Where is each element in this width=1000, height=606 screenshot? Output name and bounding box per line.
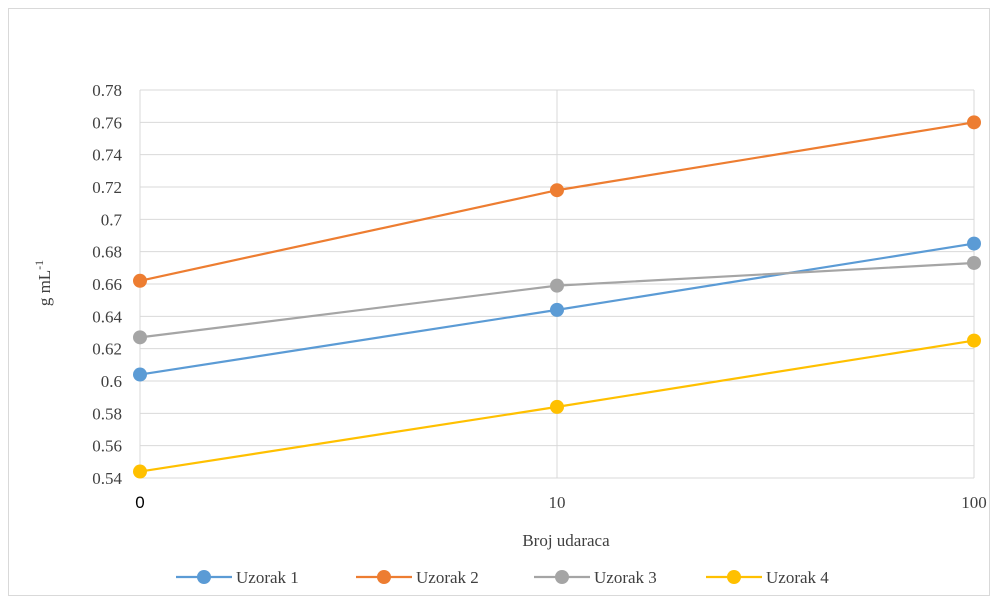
y-tick-label: 0.62 bbox=[92, 340, 122, 359]
legend-label: Uzorak 1 bbox=[236, 568, 299, 587]
data-point bbox=[550, 302, 564, 317]
legend: Uzorak 1 Uzorak 2 Uzorak 3 Uzorak 4 bbox=[176, 568, 829, 587]
data-point bbox=[967, 236, 981, 251]
legend-marker bbox=[555, 570, 569, 584]
legend-label: Uzorak 4 bbox=[766, 568, 829, 587]
series-4 bbox=[133, 333, 981, 479]
chart-frame bbox=[8, 8, 990, 596]
x-tick-label: 10 bbox=[549, 493, 566, 512]
series-1 bbox=[133, 236, 981, 382]
series-layer bbox=[133, 115, 981, 479]
legend-marker bbox=[197, 570, 211, 584]
y-tick-label: 0.64 bbox=[92, 307, 122, 326]
data-point bbox=[550, 399, 564, 414]
data-point bbox=[967, 255, 981, 270]
legend-item: Uzorak 4 bbox=[706, 568, 829, 587]
x-tick-label: 100 bbox=[961, 493, 987, 512]
data-point bbox=[133, 273, 147, 288]
data-point bbox=[133, 367, 147, 382]
y-tick-label: 0.78 bbox=[92, 81, 122, 100]
legend-label: Uzorak 2 bbox=[416, 568, 479, 587]
y-tick-label: 0.68 bbox=[92, 243, 122, 262]
legend-marker bbox=[727, 570, 741, 584]
y-tick-label: 0.7 bbox=[101, 210, 123, 229]
legend-item: Uzorak 3 bbox=[534, 568, 657, 587]
x-axis-ticks: 0 10 100 bbox=[135, 493, 986, 512]
legend-label: Uzorak 3 bbox=[594, 568, 657, 587]
y-tick-label: 0.54 bbox=[92, 469, 122, 488]
legend-item: Uzorak 2 bbox=[356, 568, 479, 587]
x-tick-label: 0 bbox=[135, 493, 144, 512]
y-tick-label: 0.66 bbox=[92, 275, 122, 294]
y-tick-label: 0.6 bbox=[101, 372, 122, 391]
x-axis-title: Broj udaraca bbox=[522, 531, 610, 550]
data-point bbox=[550, 278, 564, 293]
data-point bbox=[133, 330, 147, 345]
y-axis-title-text: g mL bbox=[35, 270, 54, 306]
y-axis-title: g mL-1 bbox=[32, 260, 54, 306]
data-point bbox=[967, 333, 981, 348]
y-tick-label: 0.76 bbox=[92, 113, 122, 132]
data-point bbox=[133, 464, 147, 479]
y-axis-ticks: 0.54 0.56 0.58 0.6 0.62 0.64 0.66 0.68 0.7 0.72 0.… bbox=[92, 81, 122, 488]
y-axis-title-superscript: -1 bbox=[32, 260, 46, 270]
y-tick-label: 0.58 bbox=[92, 404, 122, 423]
legend-item: Uzorak 1 bbox=[176, 568, 299, 587]
y-tick-label: 0.72 bbox=[92, 178, 122, 197]
legend-marker bbox=[377, 570, 391, 584]
series-3 bbox=[133, 255, 981, 345]
data-point bbox=[967, 115, 981, 130]
y-tick-label: 0.56 bbox=[92, 437, 122, 456]
data-point bbox=[550, 183, 564, 198]
y-tick-label: 0.74 bbox=[92, 146, 122, 165]
series-2 bbox=[133, 115, 981, 288]
